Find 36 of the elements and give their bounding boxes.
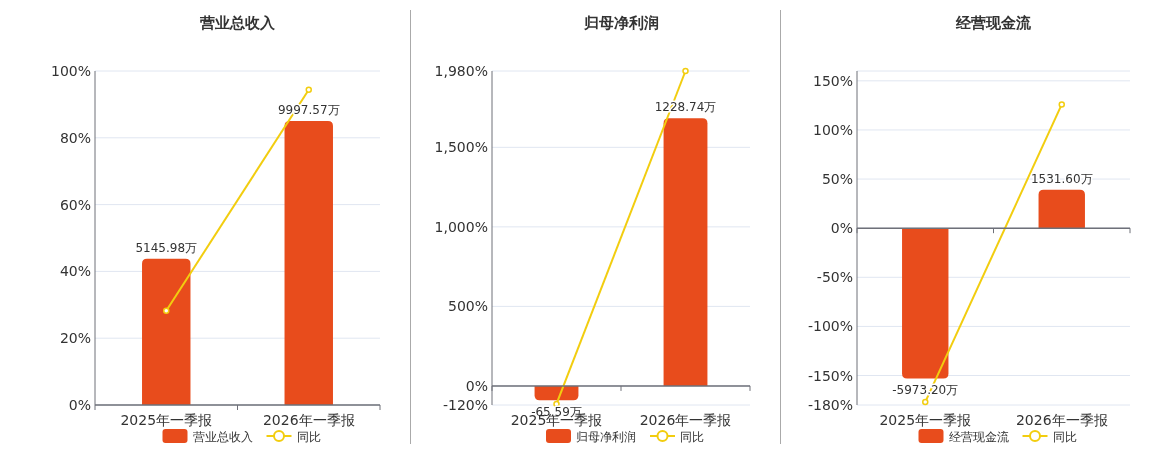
data-label: 1531.60万 <box>1030 171 1093 186</box>
y-tick-label: -180% <box>807 397 853 413</box>
y-tick-label: 1,980% <box>434 63 488 79</box>
chart-title: 归母净利润 <box>582 14 659 32</box>
legend-label: 营业总收入 <box>192 430 253 444</box>
legend-label: 归母净利润 <box>576 430 636 444</box>
data-label: 5145.98万 <box>135 240 198 255</box>
y-tick-label: -50% <box>816 269 853 286</box>
y-tick-label: 50% <box>821 171 853 188</box>
legend-label: 经营现金流 <box>948 430 1009 444</box>
y-tick-label: 0% <box>830 220 853 237</box>
legend-label: 同比 <box>296 430 321 444</box>
chart-title: 营业总收入 <box>199 14 276 32</box>
y-tick-label: 0% <box>465 377 488 394</box>
y-tick-label: 1,500% <box>434 139 488 156</box>
x-tick-label: 2025年一季报 <box>120 412 213 428</box>
y-tick-label: -150% <box>807 367 853 384</box>
y-tick-label: 100% <box>812 121 853 138</box>
y-tick-label: 100% <box>50 63 91 79</box>
legend-label: 同比 <box>1052 430 1077 444</box>
x-tick-label: 2026年一季报 <box>639 412 732 428</box>
y-tick-label: 1,000% <box>434 218 488 235</box>
y-tick-label: 0% <box>68 397 91 413</box>
x-tick-label: 2026年一季报 <box>1015 412 1108 428</box>
y-tick-label: 60% <box>59 196 91 213</box>
y-tick-label: 150% <box>812 72 853 89</box>
chart-title: 经营现金流 <box>955 14 1032 32</box>
y-tick-label: 80% <box>59 129 91 146</box>
y-tick-label: -120% <box>442 397 488 413</box>
y-tick-label: -100% <box>807 318 853 335</box>
legend-label: 同比 <box>680 430 704 444</box>
x-tick-label: 2026年一季报 <box>262 412 355 428</box>
y-tick-label: 40% <box>59 263 91 280</box>
y-tick-label: 500% <box>447 298 488 315</box>
y-tick-label: 20% <box>59 330 91 347</box>
x-tick-label: 2025年一季报 <box>879 412 972 428</box>
